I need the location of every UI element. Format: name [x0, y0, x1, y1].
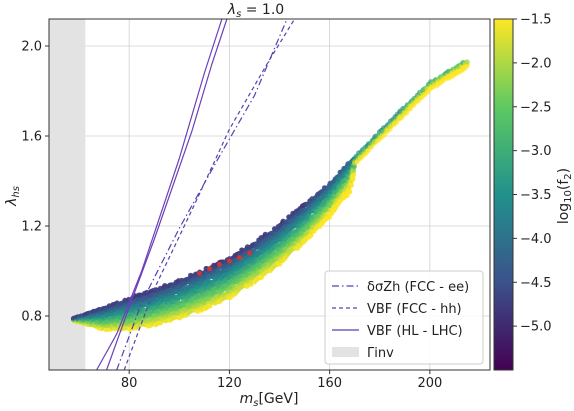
highlight-point	[217, 261, 222, 267]
scatter-band	[70, 59, 470, 333]
legend-label: VBF (FCC - hh)	[367, 302, 462, 317]
series-line	[116, 19, 288, 370]
scatter-point	[259, 274, 265, 280]
limit-curves	[96, 19, 296, 370]
legend-label: VBF (HL - LHC)	[367, 324, 463, 339]
colorbar-tick-label: −3.5	[520, 188, 552, 203]
x-tick-label: 80	[121, 376, 138, 391]
chart-title: λs = 1.0	[227, 2, 284, 20]
plot-frame	[48, 18, 491, 371]
legend-patch	[332, 347, 359, 357]
x-axis-label: ms[GeV]	[240, 391, 299, 409]
colorbar-ticks: −1.5 −2.0 −2.5 −3.0 −3.5 −4.0 −4.5 −5.0	[513, 13, 552, 335]
colorbar	[493, 18, 514, 371]
y-tick-label: 0.8	[21, 310, 42, 325]
highlight-point	[237, 255, 242, 260]
scatter-point	[207, 303, 213, 309]
legend-label: Γinv	[367, 346, 394, 361]
colorbar-label: log10(f2)	[556, 168, 574, 224]
scatter-point	[347, 189, 353, 195]
y-tick-label: 1.6	[21, 130, 42, 145]
excluded-region-gamma-inv	[49, 19, 86, 370]
x-axis: 80 120 160 200	[121, 370, 442, 391]
colorbar-tick-label: −1.5	[520, 13, 552, 28]
colorbar-tick-label: −5.0	[520, 320, 552, 335]
legend: δσZh (FCC - ee) VBF (FCC - hh) VBF (HL - L…	[324, 270, 484, 365]
series-line	[96, 19, 223, 370]
highlight-point	[227, 258, 232, 264]
x-tick-label: 160	[317, 376, 342, 391]
highlight-point	[196, 270, 202, 276]
series-line	[123, 19, 296, 370]
highlight-point	[247, 250, 252, 256]
colorbar-tick-label: −2.5	[520, 100, 552, 115]
x-tick-label: 120	[217, 376, 242, 391]
colorbar-tick-label: −3.0	[520, 144, 552, 159]
legend-label: δσZh (FCC - ee)	[367, 280, 469, 295]
y-tick-label: 2.0	[21, 40, 42, 55]
colorbar-tick-label: −4.5	[520, 276, 552, 291]
colorbar-tick-label: −2.0	[520, 56, 552, 71]
legend-box	[324, 270, 484, 365]
x-tick-label: 200	[417, 376, 442, 391]
y-axis-label: λhs	[4, 186, 22, 207]
scatter-point	[308, 232, 314, 238]
series-line	[106, 19, 228, 370]
y-tick-label: 1.2	[21, 220, 42, 235]
colorbar-tick-label: −4.0	[520, 232, 552, 247]
scatter-point	[464, 59, 470, 65]
y-axis: 0.8 1.2 1.6 2.0	[21, 40, 49, 325]
highlight-point	[207, 266, 212, 272]
